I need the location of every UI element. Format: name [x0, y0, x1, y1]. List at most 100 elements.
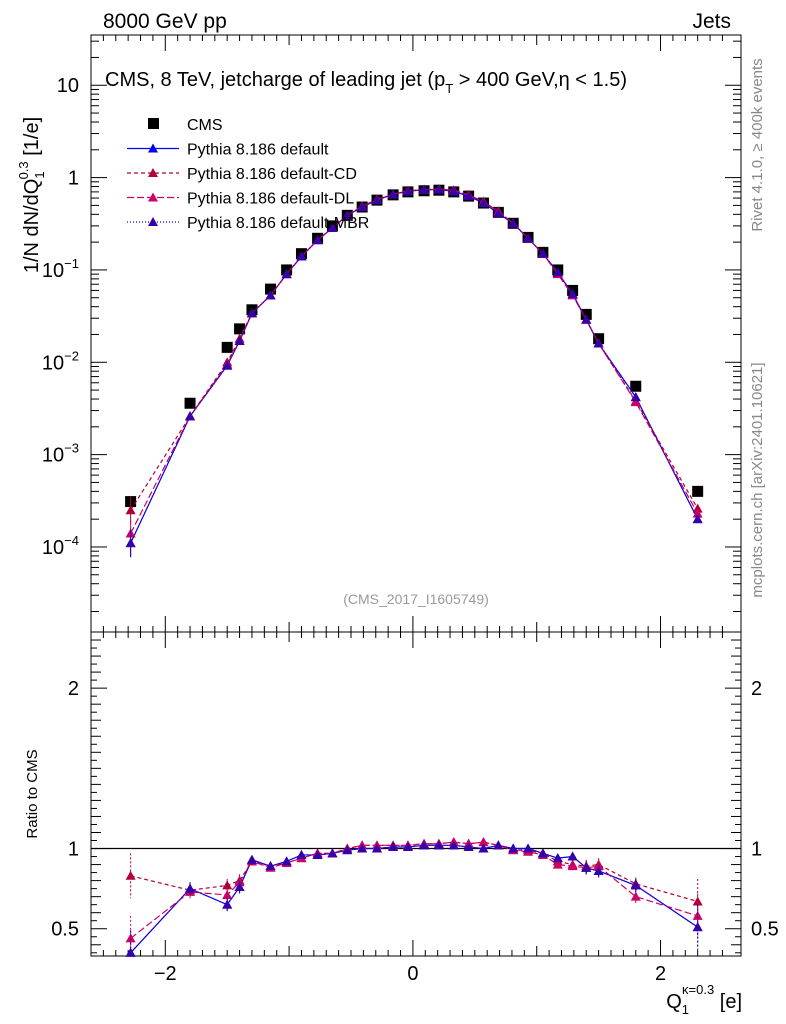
- ratio-series-group: [125, 837, 703, 957]
- mc-data-point: [222, 360, 233, 370]
- legend-label: Pythia 8.186 default-DL: [187, 191, 354, 208]
- mc-data-point: [630, 397, 641, 407]
- ratio-y-tick-label-right: 2: [751, 678, 762, 700]
- x-label-unit: [e]: [714, 991, 742, 1013]
- ratio-data-point: [125, 947, 136, 957]
- mc-data-point: [463, 191, 474, 201]
- mc-data-point: [402, 186, 413, 196]
- ratio-series-line: [130, 844, 699, 954]
- mc-data-point: [448, 186, 459, 196]
- y-label-sub: 1: [32, 171, 47, 178]
- y-label-main: 1/N dN/dQ: [21, 179, 43, 273]
- cms-data-point: [184, 397, 196, 409]
- ratio-data-point: [478, 837, 489, 847]
- mc-data-point: [433, 184, 444, 194]
- mc-data-point: [281, 269, 292, 279]
- ratio-data-point: [222, 880, 233, 890]
- ratio-y-tick-label: 2: [68, 678, 79, 700]
- ratio-y-tick-label-right: 0.5: [751, 919, 779, 941]
- ratio-y-tick-label: 1: [68, 839, 79, 861]
- ratio-data-point: [567, 861, 578, 871]
- ratio-data-point: [463, 841, 474, 851]
- mc-series-line: [130, 188, 699, 534]
- main-title-sub: T: [445, 81, 453, 96]
- mc-data-point: [265, 290, 276, 300]
- ratio-data-point: [222, 899, 233, 909]
- mc-data-point: [357, 202, 368, 212]
- ratio-y-tick-label-right: 1: [751, 839, 762, 861]
- y-tick-label-exp: −4: [64, 533, 79, 548]
- ratio-data-point: [552, 859, 563, 869]
- legend-marker: [148, 192, 158, 202]
- mc-data-point: [493, 208, 504, 218]
- mc-data-point: [125, 538, 136, 548]
- ratio-data-point: [125, 870, 136, 880]
- ratio-data-point: [342, 845, 353, 855]
- ratio-data-point: [222, 890, 233, 900]
- y-tick-label-base: 10: [42, 537, 64, 559]
- legend-label: Pythia 8.186 default-MBR: [187, 215, 369, 232]
- legend-label: Pythia 8.186 default-CD: [187, 166, 357, 183]
- mc-data-point: [523, 233, 534, 243]
- mc-data-point: [692, 508, 703, 518]
- mc-data-point: [125, 505, 136, 515]
- main-title-rest: > 400 GeV,η < 1.5): [453, 69, 627, 91]
- cms-data-point: [630, 380, 642, 392]
- mc-data-point: [388, 189, 399, 199]
- ratio-data-point: [537, 848, 548, 858]
- cms-data-point: [265, 283, 277, 295]
- ratio-data-point: [246, 854, 257, 864]
- ratio-data-point: [692, 922, 703, 932]
- ratio-y-tick-label: 0.5: [51, 919, 79, 941]
- ratio-data-point: [312, 849, 323, 859]
- ratio-data-point: [448, 840, 459, 850]
- cms-data-point: [580, 308, 592, 320]
- mc-data-point: [593, 338, 604, 348]
- ratio-series-line: [130, 841, 698, 903]
- ratio-data-point: [630, 880, 641, 890]
- cms-data-point: [692, 485, 704, 497]
- mcplots-label: mcplots.cern.ch [arXiv:2401.10621]: [749, 362, 766, 597]
- ratio-series-line: [130, 844, 699, 954]
- y-tick-label: 10: [57, 75, 79, 97]
- mc-data-point: [234, 335, 245, 345]
- cms-data-point: [234, 323, 246, 335]
- ratio-data-point: [234, 882, 245, 892]
- mc-data-point: [630, 392, 641, 402]
- x-label-sup: κ=0.3: [682, 982, 714, 997]
- ratio-data-point: [567, 851, 578, 861]
- cms-data-point: [221, 341, 233, 353]
- y-tick-label: 10−4: [42, 533, 79, 559]
- y-tick-label-exp: −3: [64, 441, 79, 456]
- mc-data-point: [692, 514, 703, 524]
- ratio-data-point: [493, 840, 504, 850]
- ratio-data-point: [296, 849, 307, 859]
- mc-data-point: [185, 411, 196, 421]
- y-tick-label-base: 10: [42, 260, 64, 282]
- ratio-data-point: [125, 933, 136, 943]
- header-left: 8000 GeV pp: [103, 10, 227, 33]
- mc-data-point: [296, 251, 307, 261]
- y-tick-label: 10−1: [42, 256, 79, 282]
- legend-marker: [148, 217, 158, 226]
- ratio-data-point: [630, 891, 641, 901]
- y-tick-label: 10−3: [42, 441, 79, 467]
- x-tick-label: 2: [655, 963, 666, 985]
- mc-data-point: [246, 308, 257, 318]
- ratio-data-point: [372, 843, 382, 853]
- ratio-frame: [90, 631, 742, 957]
- mc-data-point: [419, 184, 430, 194]
- y-tick-label-base: 10: [42, 445, 64, 467]
- ratio-data-point: [593, 865, 604, 875]
- y-tick-label: 10−2: [42, 348, 79, 374]
- analysis-id: (CMS_2017_I1605749): [343, 591, 489, 607]
- x-label-main: Q: [666, 991, 682, 1013]
- ratio-data-point: [508, 843, 519, 853]
- x-label-sub: 1: [682, 1002, 689, 1017]
- ratio-data-point: [552, 853, 563, 863]
- mc-series-line: [130, 188, 699, 511]
- y-tick-label-exp: −2: [64, 348, 79, 363]
